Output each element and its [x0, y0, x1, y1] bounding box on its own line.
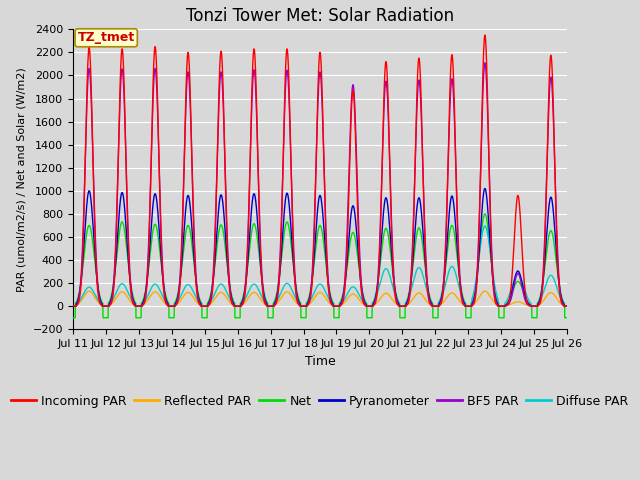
Text: TZ_tmet: TZ_tmet — [77, 31, 135, 44]
Line: Reflected PAR: Reflected PAR — [72, 291, 568, 306]
Legend: Incoming PAR, Reflected PAR, Net, Pyranometer, BF5 PAR, Diffuse PAR: Incoming PAR, Reflected PAR, Net, Pyrano… — [6, 390, 634, 412]
Diffuse PAR — [459, 295, 467, 301]
Reflected PAR — [431, 303, 438, 309]
Diffuse PAR — [157, 291, 165, 297]
Net — [431, 315, 438, 321]
Diffuse PAR — [431, 303, 438, 309]
Incoming PAR — [563, 303, 571, 309]
Incoming PAR — [301, 303, 309, 309]
Incoming PAR — [68, 303, 76, 309]
Net — [68, 315, 76, 321]
Pyranometer — [157, 261, 165, 266]
Net — [564, 315, 572, 321]
BF5 PAR — [157, 240, 165, 246]
Pyranometer — [68, 303, 76, 309]
Incoming PAR — [431, 303, 438, 309]
Y-axis label: PAR (umol/m2/s) / Net and Solar (W/m2): PAR (umol/m2/s) / Net and Solar (W/m2) — [17, 67, 27, 292]
Net — [459, 292, 467, 298]
Diffuse PAR — [301, 303, 309, 309]
BF5 PAR — [563, 303, 571, 309]
Reflected PAR — [564, 303, 572, 309]
Reflected PAR — [158, 296, 166, 302]
Net — [403, 297, 411, 303]
Reflected PAR — [301, 303, 309, 309]
Diffuse PAR — [563, 303, 571, 309]
Incoming PAR — [481, 32, 489, 38]
Incoming PAR — [403, 302, 411, 308]
Pyranometer — [459, 295, 467, 301]
Pyranometer — [301, 303, 309, 309]
BF5 PAR — [301, 303, 309, 309]
Incoming PAR — [157, 250, 165, 255]
Line: Incoming PAR: Incoming PAR — [72, 35, 568, 306]
Net — [481, 211, 489, 217]
Reflected PAR — [459, 301, 467, 307]
Incoming PAR — [459, 300, 467, 305]
Net — [157, 264, 165, 270]
Pyranometer — [564, 303, 572, 309]
Reflected PAR — [403, 302, 411, 308]
Diffuse PAR — [481, 223, 489, 229]
Pyranometer — [431, 303, 438, 309]
Diffuse PAR — [403, 298, 411, 304]
Pyranometer — [403, 300, 411, 305]
Net — [301, 315, 309, 321]
BF5 PAR — [564, 303, 572, 309]
Diffuse PAR — [68, 303, 76, 309]
Line: Pyranometer: Pyranometer — [72, 189, 568, 306]
Diffuse PAR — [564, 303, 572, 309]
BF5 PAR — [68, 303, 76, 309]
Line: Net: Net — [72, 214, 568, 318]
Title: Tonzi Tower Met: Solar Radiation: Tonzi Tower Met: Solar Radiation — [186, 7, 454, 25]
Incoming PAR — [564, 303, 572, 309]
Reflected PAR — [85, 288, 93, 294]
Reflected PAR — [563, 303, 571, 309]
X-axis label: Time: Time — [305, 355, 335, 368]
Reflected PAR — [68, 303, 76, 309]
Net — [563, 315, 571, 321]
Pyranometer — [563, 303, 571, 309]
Line: BF5 PAR: BF5 PAR — [72, 63, 568, 306]
BF5 PAR — [459, 297, 467, 302]
BF5 PAR — [431, 303, 438, 309]
BF5 PAR — [403, 301, 411, 307]
Line: Diffuse PAR: Diffuse PAR — [72, 226, 568, 306]
BF5 PAR — [481, 60, 489, 66]
Pyranometer — [481, 186, 489, 192]
